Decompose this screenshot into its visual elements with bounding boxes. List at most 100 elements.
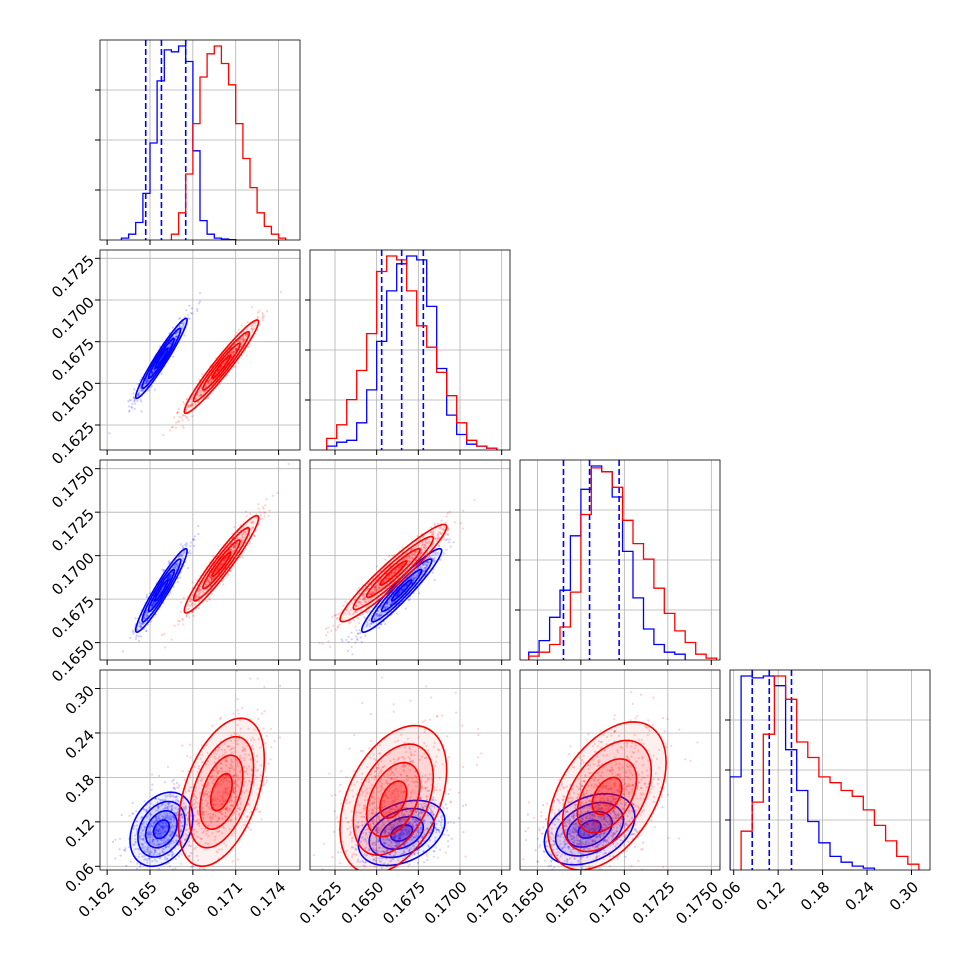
scatter-point bbox=[211, 578, 214, 581]
scatter-point bbox=[244, 335, 247, 338]
scatter-point bbox=[218, 565, 221, 569]
scatter-point bbox=[198, 300, 202, 303]
scatter-point bbox=[228, 352, 231, 355]
scatter-point bbox=[373, 616, 376, 619]
scatter-point bbox=[403, 586, 406, 589]
scatter-point bbox=[171, 425, 174, 429]
scatter-point bbox=[419, 537, 422, 541]
scatter-point bbox=[241, 535, 244, 538]
scatter-point bbox=[355, 629, 358, 632]
scatter-point bbox=[169, 343, 173, 346]
scatter-point bbox=[179, 543, 182, 546]
scatter-point bbox=[179, 576, 182, 579]
scatter-point bbox=[182, 550, 186, 554]
scatter-point bbox=[136, 383, 140, 386]
scatter-point bbox=[219, 366, 222, 369]
scatter-point bbox=[139, 623, 142, 626]
scatter-point bbox=[128, 405, 131, 408]
scatter-point bbox=[381, 611, 384, 614]
scatter-point bbox=[236, 537, 239, 540]
scatter-point bbox=[183, 334, 186, 337]
scatter-point bbox=[185, 615, 188, 618]
scatter-point bbox=[386, 603, 389, 606]
scatter-point bbox=[426, 542, 429, 545]
scatter-point bbox=[238, 338, 242, 341]
scatter-point bbox=[360, 640, 363, 643]
scatter-point bbox=[473, 498, 476, 501]
scatter-point bbox=[397, 592, 400, 595]
scatter-point bbox=[175, 562, 178, 566]
scatter-point bbox=[327, 640, 330, 643]
scatter-point bbox=[233, 546, 236, 549]
scatter-point bbox=[206, 382, 209, 385]
scatter-point bbox=[249, 527, 252, 530]
scatter-point bbox=[232, 549, 235, 552]
scatter-point bbox=[224, 558, 227, 561]
scatter-point bbox=[188, 317, 191, 321]
scatter-point bbox=[194, 598, 197, 601]
scatter-point bbox=[412, 578, 416, 581]
scatter-point bbox=[387, 602, 390, 605]
scatter-point bbox=[188, 616, 191, 619]
scatter-point bbox=[141, 389, 144, 392]
scatter-point bbox=[247, 345, 250, 348]
scatter-point bbox=[232, 350, 235, 353]
scatter-point bbox=[171, 780, 174, 783]
scatter-point bbox=[132, 630, 135, 633]
scatter-point bbox=[143, 616, 146, 619]
scatter-point bbox=[256, 311, 259, 314]
scatter-point bbox=[194, 603, 197, 606]
scatter-point bbox=[419, 566, 422, 569]
scatter-point bbox=[174, 787, 177, 791]
scatter-point bbox=[423, 545, 426, 549]
scatter-point bbox=[169, 342, 172, 345]
scatter-point bbox=[242, 339, 245, 342]
scatter-point bbox=[259, 514, 262, 517]
scatter-point bbox=[187, 418, 190, 422]
scatter-point bbox=[379, 614, 383, 617]
scatter-point bbox=[223, 362, 226, 365]
scatter-point bbox=[401, 589, 404, 592]
scatter-point bbox=[432, 558, 435, 561]
scatter-point bbox=[404, 607, 407, 610]
scatter-point bbox=[434, 554, 437, 557]
scatter-point bbox=[174, 336, 177, 339]
scatter-point bbox=[198, 587, 201, 590]
scatter-point bbox=[390, 602, 393, 605]
scatter-point bbox=[145, 382, 148, 385]
scatter-point bbox=[344, 600, 347, 603]
scatter-point bbox=[145, 382, 148, 385]
scatter-point bbox=[325, 634, 328, 637]
scatter-point bbox=[448, 541, 451, 544]
scatter-point bbox=[446, 533, 449, 536]
scatter-point bbox=[248, 542, 252, 545]
panel-0-0 bbox=[95, 39, 301, 245]
scatter-point bbox=[231, 352, 234, 355]
scatter-point bbox=[161, 451, 163, 453]
scatter-point bbox=[150, 604, 153, 607]
scatter-point bbox=[182, 552, 185, 555]
scatter-point bbox=[233, 543, 236, 546]
scatter-point bbox=[208, 580, 211, 583]
scatter-point bbox=[427, 561, 430, 564]
scatter-point bbox=[208, 597, 211, 600]
scatter-point bbox=[211, 578, 214, 581]
blue-contour bbox=[141, 558, 182, 623]
scatter-point bbox=[169, 574, 172, 577]
scatter-point bbox=[219, 563, 222, 567]
scatter-point bbox=[424, 566, 427, 569]
scatter-point bbox=[178, 554, 182, 557]
scatter-point bbox=[190, 307, 193, 310]
scatter-point bbox=[257, 503, 260, 506]
scatter-point bbox=[438, 531, 441, 534]
scatter-point bbox=[252, 322, 255, 325]
scatter-point bbox=[181, 325, 184, 328]
scatter-point bbox=[427, 555, 430, 558]
scatter-point bbox=[192, 394, 195, 397]
scatter-point bbox=[427, 556, 430, 560]
scatter-point bbox=[330, 629, 333, 632]
scatter-point bbox=[207, 379, 210, 382]
scatter-point bbox=[221, 583, 225, 586]
scatter-point bbox=[407, 599, 411, 602]
